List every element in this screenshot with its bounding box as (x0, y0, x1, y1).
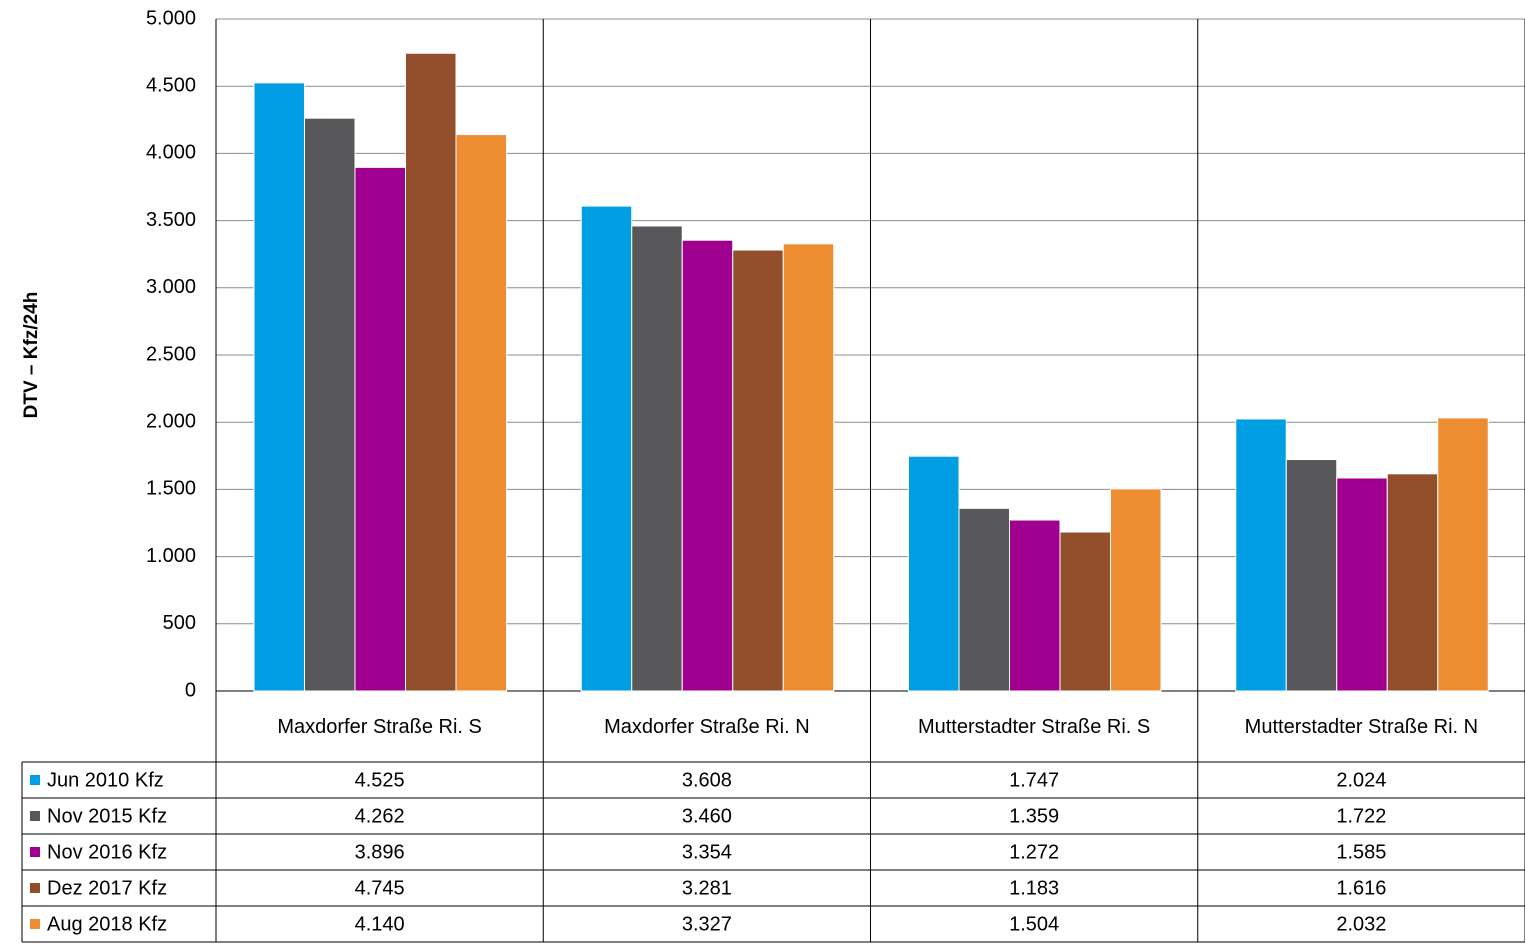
bar (782, 243, 835, 692)
table-value: 4.745 (355, 877, 405, 899)
table-value: 1.722 (1336, 805, 1386, 827)
x-tick-label: Mutterstadter Straße Ri. N (1244, 715, 1479, 738)
bar (732, 249, 784, 692)
y-tick-label: 4.000 (146, 142, 196, 164)
y-tick-label: 500 (163, 612, 196, 634)
bar (1059, 531, 1111, 692)
table-value: 1.183 (1009, 877, 1059, 899)
bar (1009, 519, 1061, 692)
bar (958, 507, 1010, 692)
table-value: 3.327 (682, 913, 732, 935)
table-value: 1.616 (1336, 877, 1386, 899)
bar (1110, 488, 1162, 692)
table-value: 3.608 (682, 769, 732, 791)
legend-swatch (30, 775, 40, 785)
table-value: 3.281 (682, 877, 732, 899)
legend-label: Nov 2016 Kfz (47, 841, 167, 863)
y-tick-label: 2.500 (146, 343, 196, 365)
bar (1285, 459, 1338, 692)
bar (681, 239, 734, 692)
y-tick-label: 4.500 (146, 74, 196, 96)
table-value: 3.460 (682, 805, 732, 827)
x-tick-label: Maxdorfer Straße Ri. S (277, 715, 482, 738)
y-tick-label: 0 (185, 679, 196, 701)
table-value: 3.896 (355, 841, 405, 863)
table-value: 4.525 (355, 769, 405, 791)
bar (1386, 473, 1439, 692)
bar (631, 225, 683, 692)
y-tick-label: 5.000 (146, 7, 196, 29)
table-value: 1.272 (1009, 841, 1059, 863)
table-value: 1.359 (1009, 805, 1059, 827)
legend-label: Nov 2015 Kfz (47, 805, 167, 827)
table-value: 1.747 (1009, 769, 1059, 791)
legend-swatch (30, 811, 40, 821)
table-value: 2.024 (1336, 769, 1386, 791)
y-tick-label: 3.000 (146, 276, 196, 298)
category-cell: Maxdorfer Straße Ri. S (277, 715, 482, 738)
table-value: 4.262 (355, 805, 405, 827)
legend-label: Aug 2018 Kfz (47, 913, 167, 935)
category-cell: Mutterstadter Straße Ri. S (917, 715, 1151, 738)
bar (405, 52, 457, 692)
table-value: 2.032 (1336, 913, 1386, 935)
bar (580, 205, 633, 692)
y-axis-title: DTV – Kfz/24h (21, 292, 42, 419)
legend-label: Dez 2017 Kfz (47, 877, 167, 899)
bar (253, 82, 305, 692)
table-value: 3.354 (682, 841, 732, 863)
category-cell: Mutterstadter Straße Ri. N (1244, 715, 1479, 738)
y-tick-label: 2.000 (146, 410, 196, 432)
bar (908, 455, 960, 692)
x-tick-label: Maxdorfer Straße Ri. N (604, 715, 810, 738)
bar (455, 134, 507, 692)
bar (1336, 477, 1388, 692)
bar (354, 166, 406, 692)
bar (1437, 417, 1489, 692)
x-tick-label: Mutterstadter Straße Ri. S (917, 715, 1151, 738)
legend-label: Jun 2010 Kfz (47, 769, 164, 791)
legend-swatch (30, 847, 40, 857)
bar (1235, 418, 1287, 692)
legend-swatch (30, 919, 40, 929)
bar (304, 117, 356, 692)
table-value: 1.585 (1336, 841, 1386, 863)
y-tick-label: 1.500 (146, 478, 196, 500)
y-tick-label: 1.000 (146, 545, 196, 567)
legend-swatch (30, 883, 40, 893)
y-tick-label: 3.500 (146, 209, 196, 231)
category-cell: Maxdorfer Straße Ri. N (604, 715, 810, 738)
table-value: 4.140 (355, 913, 405, 935)
table-value: 1.504 (1009, 913, 1059, 935)
